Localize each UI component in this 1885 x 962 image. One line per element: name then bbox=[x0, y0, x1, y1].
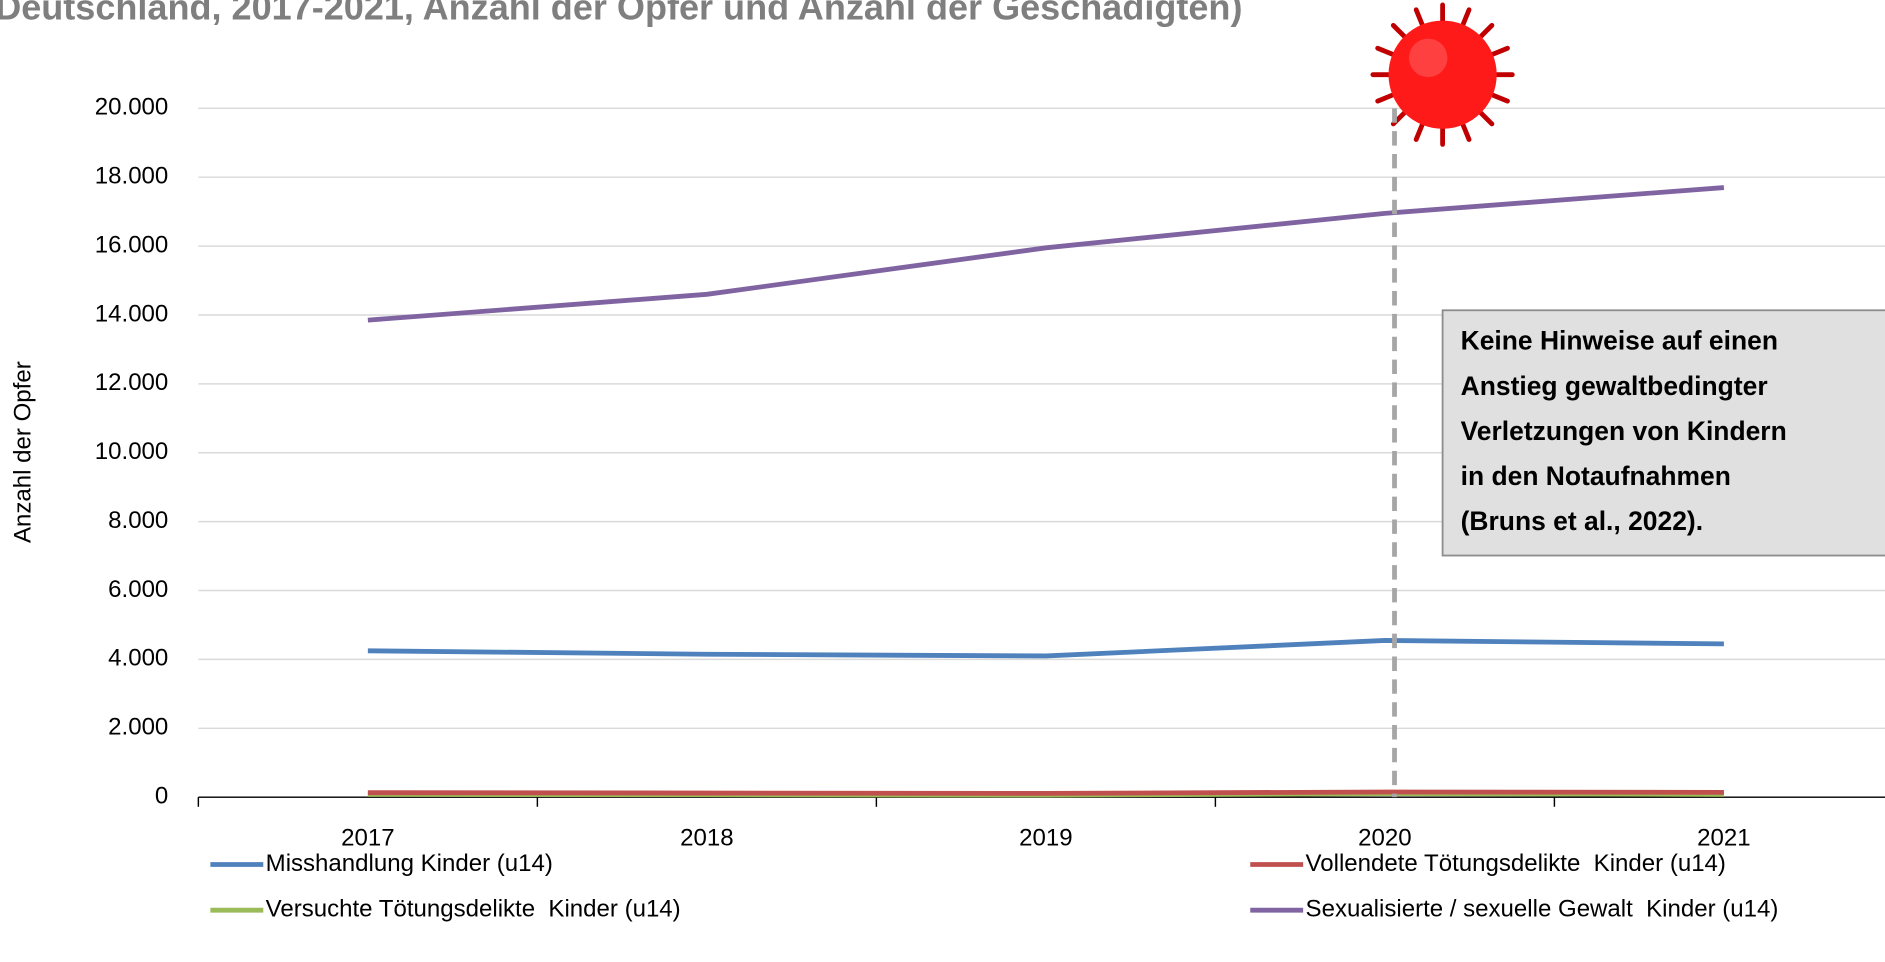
legend-label: Vollendete Tötungsdelikte Kinder (u14) bbox=[1306, 850, 1726, 877]
legend-label: Sexualisierte / sexuelle Gewalt Kinder (… bbox=[1306, 896, 1779, 923]
y-tick-label: 8.000 bbox=[108, 507, 168, 534]
series-line bbox=[367, 789, 1724, 796]
x-tick-label: 2020 bbox=[1358, 825, 1411, 852]
x-tick-label: 2018 bbox=[680, 825, 733, 852]
x-tick-label: 2017 bbox=[341, 825, 394, 852]
y-tick-label: 18.000 bbox=[95, 163, 169, 190]
y-tick-label: 14.000 bbox=[95, 300, 169, 327]
y-axis-label: Anzahl der Opfer bbox=[9, 361, 36, 543]
x-tick-label: 2021 bbox=[1697, 825, 1750, 852]
legend-label: Versuchte Tötungsdelikte Kinder (u14) bbox=[266, 896, 681, 923]
annotation-text: Keine Hinweise auf einen bbox=[1461, 326, 1778, 356]
x-tick-label: 2019 bbox=[1019, 825, 1072, 852]
chart-title: Deutschland, 2017-2021, Anzahl der Opfer… bbox=[0, 0, 1242, 27]
y-tick-label: 16.000 bbox=[95, 231, 169, 258]
annotation-text: in den Notaufnahmen bbox=[1461, 461, 1731, 491]
y-tick-label: 6.000 bbox=[108, 576, 168, 603]
y-tick-label: 20.000 bbox=[95, 94, 169, 121]
y-tick-label: 2.000 bbox=[108, 714, 168, 741]
y-tick-label: 4.000 bbox=[108, 645, 168, 672]
series-line bbox=[367, 638, 1724, 659]
y-tick-label: 12.000 bbox=[95, 369, 169, 396]
annotation-box bbox=[1441, 309, 1885, 557]
legend-label: Misshandlung Kinder (u14) bbox=[266, 850, 553, 877]
series-line bbox=[367, 185, 1725, 323]
annotation-text: (Bruns et al., 2022). bbox=[1461, 506, 1703, 536]
y-tick-label: 0 bbox=[155, 783, 168, 810]
virus-icon bbox=[1370, 2, 1515, 147]
annotation-text: Verletzungen von Kindern bbox=[1461, 416, 1787, 446]
annotation-text: Anstieg gewaltbedingter bbox=[1461, 371, 1768, 401]
y-tick-label: 10.000 bbox=[95, 438, 169, 465]
